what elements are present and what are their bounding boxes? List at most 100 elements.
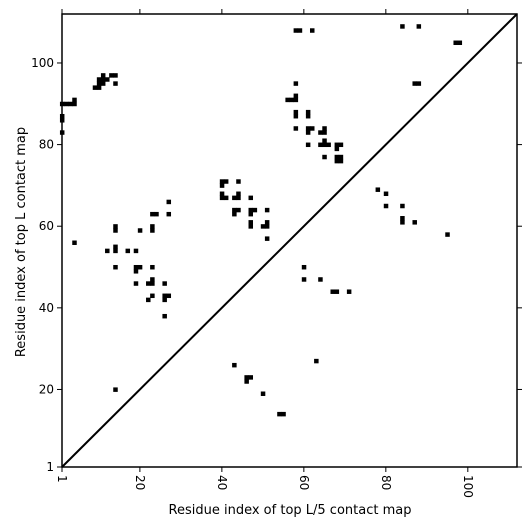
- contact-point-upper: [338, 158, 344, 164]
- contact-point-lower: [318, 277, 323, 282]
- contact-point-upper: [248, 211, 254, 217]
- contact-point-lower: [383, 203, 389, 209]
- contact-point-upper: [150, 281, 155, 286]
- contact-point-upper: [293, 113, 299, 119]
- contact-point-lower: [277, 411, 282, 417]
- contact-point-upper: [133, 281, 139, 286]
- contact-point-upper: [162, 313, 167, 319]
- contact-point-upper: [113, 248, 118, 254]
- contact-point-upper: [113, 81, 118, 86]
- contact-point-upper: [260, 224, 266, 229]
- contact-point-upper: [150, 228, 155, 233]
- contact-point-upper: [322, 142, 327, 148]
- contact-point-upper: [68, 101, 73, 107]
- contact-point-upper: [133, 269, 139, 274]
- contact-point-lower: [244, 375, 249, 380]
- contact-point-upper: [219, 183, 225, 188]
- x-tick-label: 80: [379, 475, 393, 490]
- contact-point-upper: [293, 126, 299, 131]
- contact-point-upper: [412, 81, 417, 86]
- contact-point-upper: [305, 109, 311, 115]
- contact-point-upper: [264, 220, 270, 225]
- contact-point-upper: [293, 28, 299, 33]
- contact-point-upper: [113, 264, 118, 270]
- plot-frame: [61, 13, 518, 468]
- contact-point-upper: [232, 207, 237, 213]
- contact-point-upper: [72, 240, 77, 245]
- contact-point-upper: [285, 97, 290, 103]
- contact-point-lower: [260, 391, 266, 396]
- contact-point-upper: [105, 77, 110, 82]
- contact-point-upper: [64, 101, 69, 107]
- data-points: [59, 24, 463, 417]
- contact-point-upper: [150, 224, 155, 229]
- y-axis-label: Residue index of top L contact map: [14, 127, 29, 357]
- contact-point-upper: [96, 85, 102, 90]
- y-tick-label: 1: [46, 460, 54, 474]
- contact-point-upper: [248, 207, 254, 213]
- contact-point-upper: [338, 142, 344, 148]
- contact-point-upper: [326, 142, 331, 148]
- contact-point-upper: [96, 77, 102, 82]
- contact-point-lower: [301, 264, 307, 270]
- contact-point-upper: [236, 191, 241, 197]
- contact-point-upper: [322, 126, 327, 131]
- y-tick-label: 80: [39, 138, 54, 152]
- contact-point-upper: [293, 81, 299, 86]
- contact-point-upper: [219, 191, 225, 197]
- contact-point-upper: [252, 207, 258, 213]
- contact-point-lower: [375, 187, 381, 192]
- contact-point-upper: [162, 293, 167, 299]
- contact-point-upper: [264, 236, 270, 241]
- contact-point-upper: [305, 142, 311, 148]
- contact-point-upper: [150, 264, 155, 270]
- contact-point-upper: [133, 248, 139, 254]
- contact-point-upper: [236, 195, 241, 201]
- contact-point-upper: [146, 281, 151, 286]
- contact-point-upper: [146, 297, 151, 303]
- y-tick-label: 40: [39, 301, 54, 315]
- contact-point-upper: [113, 244, 118, 250]
- contact-point-upper: [236, 179, 241, 184]
- x-tick-label: 60: [297, 475, 311, 490]
- x-tick-label: 100: [461, 475, 475, 498]
- contact-point-upper: [236, 207, 241, 213]
- x-tick-label: 20: [133, 475, 147, 490]
- contact-point-upper: [318, 130, 323, 135]
- contact-point-upper: [105, 248, 110, 254]
- contact-point-lower: [445, 232, 450, 237]
- contact-point-upper: [100, 73, 106, 78]
- contact-point-upper: [293, 97, 299, 103]
- contact-point-upper: [293, 109, 299, 115]
- contact-point-lower: [400, 203, 405, 209]
- contact-point-lower: [383, 191, 389, 197]
- contact-point-upper: [338, 154, 344, 160]
- contact-point-upper: [309, 28, 315, 33]
- contact-point-upper: [72, 101, 77, 107]
- contact-point-upper: [166, 211, 172, 217]
- contact-point-upper: [400, 24, 405, 29]
- contact-point-upper: [100, 77, 106, 82]
- contact-point-upper: [223, 195, 229, 201]
- contact-point-upper: [322, 154, 327, 160]
- contact-point-upper: [289, 97, 294, 103]
- contact-point-upper: [334, 142, 340, 148]
- contact-point-lower: [400, 216, 405, 221]
- contact-point-upper: [322, 138, 327, 143]
- contact-point-lower: [301, 277, 307, 282]
- contact-point-upper: [248, 195, 254, 201]
- contact-point-upper: [137, 228, 143, 233]
- contact-point-upper: [100, 81, 106, 86]
- y-tick-label: 20: [39, 382, 54, 396]
- contact-point-upper: [113, 73, 118, 78]
- contact-point-lower: [330, 289, 335, 294]
- contact-point-upper: [318, 142, 323, 148]
- contact-point-lower: [113, 387, 118, 392]
- contact-point-upper: [162, 281, 167, 286]
- y-tick-label: 100: [31, 56, 54, 70]
- contact-point-upper: [334, 158, 340, 164]
- contact-point-upper: [264, 224, 270, 229]
- contact-point-upper: [305, 126, 311, 131]
- contact-point-upper: [334, 146, 340, 152]
